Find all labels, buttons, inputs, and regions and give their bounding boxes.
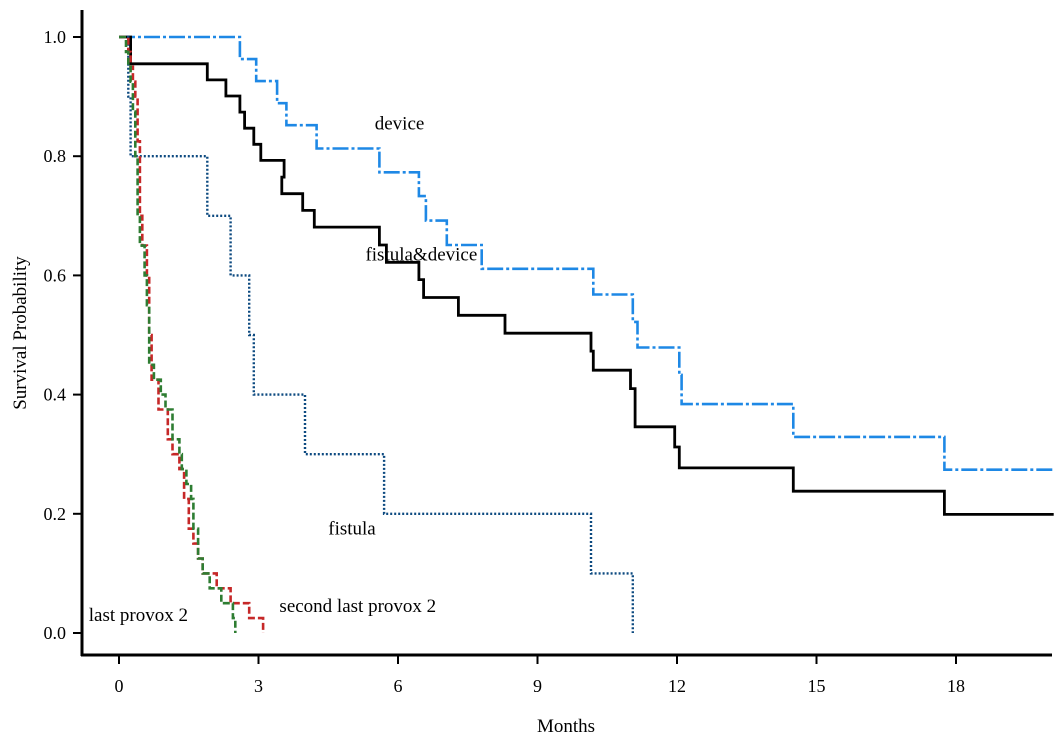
y-axis-title: Survival Probability [10,256,31,410]
y-tick-label: 0.6 [44,265,67,285]
y-tick-label: 0.4 [44,385,67,405]
series-label-5: last provox 2 [89,605,188,626]
series-label-4: second last provox 2 [279,596,436,617]
series-curve-0 [119,35,1054,471]
x-tick-label: 9 [533,676,542,696]
x-tick-label: 0 [115,676,124,696]
series-label-3: fistula [328,519,376,540]
y-tick-label: 1.0 [44,27,67,47]
series-curve-4 [119,35,265,633]
x-tick-label: 15 [808,676,826,696]
x-ticks: 0 3 6 9 12 15 18 [115,655,965,696]
series-labels: device fistula&device fistula second last p… [89,113,478,626]
series-curve-5 [119,35,237,633]
series-curve-1 [119,35,1054,516]
series-label-0: device [375,113,425,134]
curves [119,35,1054,633]
y-tick-label: 0.0 [44,623,67,643]
x-tick-label: 12 [668,676,686,696]
x-tick-label: 6 [394,676,403,696]
series-curve-3 [119,35,634,633]
x-axis-title: Months [537,716,595,737]
series-label-2: fistula&device [365,245,477,266]
y-tick-label: 0.2 [44,504,67,524]
y-ticks: 0.0 0.2 0.4 0.6 0.8 1.0 [44,27,82,643]
y-tick-label: 0.8 [44,146,67,166]
x-tick-label: 3 [254,676,263,696]
axes [80,10,1052,657]
x-tick-label: 18 [947,676,965,696]
